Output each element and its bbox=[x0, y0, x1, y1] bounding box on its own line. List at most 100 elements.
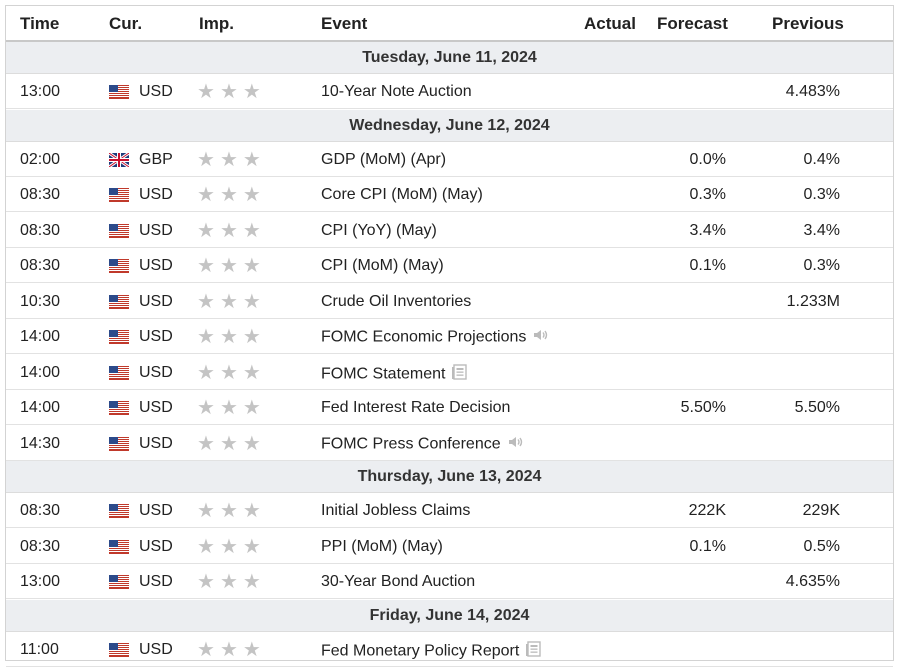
importance-stars: ★ ★ ★ bbox=[197, 81, 266, 103]
speaker-icon[interactable] bbox=[507, 435, 525, 454]
table-header: Time Cur. Imp. Event Actual Forecast Pre… bbox=[6, 6, 893, 42]
col-currency-header[interactable]: Cur. bbox=[109, 14, 143, 33]
star-icon: ★ bbox=[242, 148, 261, 171]
event-row[interactable]: 14:30 USD ★ ★ ★ FOMC Press Conference bbox=[6, 426, 893, 461]
day-header: Friday, June 14, 2024 bbox=[6, 599, 893, 632]
event-cell[interactable]: 30-Year Bond Auction bbox=[321, 573, 475, 591]
us-flag-icon bbox=[109, 642, 129, 657]
col-actual-header[interactable]: Actual bbox=[584, 14, 636, 33]
col-event-header[interactable]: Event bbox=[321, 14, 368, 33]
event-row[interactable]: 10:30 USD ★ ★ ★ Crude Oil Inventories 1.233M bbox=[6, 284, 893, 319]
event-cell[interactable]: Fed Interest Rate Decision bbox=[321, 399, 510, 417]
event-name[interactable]: CPI (MoM) (May) bbox=[321, 257, 444, 274]
time-cell: 08:30 bbox=[20, 537, 61, 555]
event-name[interactable]: FOMC Press Conference bbox=[321, 435, 501, 453]
star-icon: ★ bbox=[219, 219, 238, 242]
currency-cell: USD bbox=[139, 640, 173, 658]
currency-cell: USD bbox=[139, 363, 173, 381]
event-name[interactable]: CPI (YoY) (May) bbox=[321, 221, 437, 239]
event-row[interactable]: 08:30 USD ★ ★ ★ Core CPI (MoM) (May) 0.3% 0.3% bbox=[6, 177, 893, 212]
event-name[interactable]: 30-Year Bond Auction bbox=[321, 573, 476, 590]
event-cell[interactable]: Crude Oil Inventories bbox=[321, 293, 471, 311]
previous-cell: 4.483% bbox=[785, 83, 840, 100]
document-icon[interactable] bbox=[525, 640, 543, 662]
star-icon: ★ bbox=[242, 290, 261, 313]
event-cell[interactable]: FOMC Statement bbox=[321, 363, 469, 385]
event-name[interactable]: Initial Jobless Claims bbox=[321, 502, 471, 519]
star-icon: ★ bbox=[197, 571, 215, 593]
event-cell[interactable]: FOMC Press Conference bbox=[321, 435, 525, 454]
event-name[interactable]: FOMC Economic Projections bbox=[321, 328, 527, 346]
event-name[interactable]: Fed Interest Rate Decision bbox=[321, 399, 511, 416]
us-flag-icon bbox=[109, 401, 129, 415]
event-row[interactable]: 08:30 USD ★ ★ ★ PPI (MoM) (May) 0.1% 0.5% bbox=[6, 529, 893, 564]
event-row[interactable]: 14:00 USD ★ ★ ★ FOMC Statement bbox=[6, 355, 893, 390]
event-row[interactable]: 08:30 USD ★ ★ ★ CPI (MoM) (May) 0.1% 0.3% bbox=[6, 248, 893, 283]
forecast-cell: 0.1% bbox=[689, 257, 726, 274]
event-name[interactable]: PPI (MoM) (May) bbox=[321, 537, 443, 555]
event-cell[interactable]: Fed Monetary Policy Report bbox=[321, 640, 543, 662]
col-time-header[interactable]: Time bbox=[20, 14, 60, 33]
event-row[interactable]: 11:00 USD ★ ★ ★ Fed Monetary Policy Report bbox=[6, 632, 893, 667]
forecast-cell: 5.50% bbox=[680, 399, 726, 416]
time-cell: 13:00 bbox=[20, 573, 61, 590]
event-cell[interactable]: Initial Jobless Claims bbox=[321, 502, 470, 520]
event-name[interactable]: 10-Year Note Auction bbox=[321, 83, 472, 100]
event-row[interactable]: 08:30 USD ★ ★ ★ CPI (YoY) (May) 3.4% 3.4% bbox=[6, 213, 893, 248]
star-icon: ★ bbox=[219, 81, 238, 103]
star-icon: ★ bbox=[242, 432, 261, 455]
event-cell[interactable]: GDP (MoM) (Apr) bbox=[321, 151, 446, 169]
star-icon: ★ bbox=[197, 638, 215, 661]
event-cell[interactable]: CPI (YoY) (May) bbox=[321, 222, 437, 240]
time-cell: 10:30 bbox=[20, 292, 61, 310]
currency-cell: USD bbox=[139, 537, 173, 555]
event-name[interactable]: Core CPI (MoM) (May) bbox=[321, 186, 483, 203]
importance-stars: ★ ★ ★ bbox=[197, 397, 266, 419]
col-forecast-header[interactable]: Forecast bbox=[657, 14, 728, 33]
document-icon[interactable] bbox=[451, 363, 469, 385]
time-cell: 08:30 bbox=[20, 502, 61, 519]
star-icon: ★ bbox=[242, 81, 261, 103]
time-cell: 08:30 bbox=[20, 186, 61, 203]
star-icon: ★ bbox=[219, 571, 238, 593]
event-name[interactable]: Crude Oil Inventories bbox=[321, 292, 472, 310]
importance-stars: ★ ★ ★ bbox=[197, 638, 266, 661]
event-cell[interactable]: CPI (MoM) (May) bbox=[321, 257, 444, 275]
event-row[interactable]: 14:00 USD ★ ★ ★ Fed Interest Rate Decision 5.5… bbox=[6, 390, 893, 425]
col-previous-header[interactable]: Previous bbox=[772, 14, 844, 33]
event-row[interactable]: 08:30 USD ★ ★ ★ Initial Jobless Claims 222K 229… bbox=[6, 493, 893, 528]
previous-cell: 0.4% bbox=[803, 150, 840, 168]
currency-cell: USD bbox=[139, 292, 173, 310]
event-cell[interactable]: Core CPI (MoM) (May) bbox=[321, 186, 483, 204]
us-flag-icon bbox=[109, 575, 129, 589]
event-name[interactable]: GDP (MoM) (Apr) bbox=[321, 150, 447, 168]
star-icon: ★ bbox=[242, 638, 261, 661]
event-name[interactable]: FOMC Statement bbox=[321, 365, 446, 383]
star-icon: ★ bbox=[219, 397, 238, 419]
event-row[interactable]: 02:00 GBP ★ ★ ★ GDP (MoM) (Apr) 0.0% 0.4% bbox=[6, 142, 893, 177]
star-icon: ★ bbox=[197, 184, 215, 206]
event-row[interactable]: 14:00 USD ★ ★ ★ FOMC Economic Projections bbox=[6, 319, 893, 354]
event-cell[interactable]: FOMC Economic Projections bbox=[321, 328, 550, 347]
event-row[interactable]: 13:00 USD ★ ★ ★ 30-Year Bond Auction 4.635% bbox=[6, 564, 893, 599]
col-importance-header[interactable]: Imp. bbox=[199, 14, 234, 33]
importance-stars: ★ ★ ★ bbox=[197, 184, 266, 206]
us-flag-icon bbox=[109, 188, 129, 202]
us-flag-icon bbox=[109, 259, 129, 273]
importance-stars: ★ ★ ★ bbox=[197, 501, 266, 522]
speaker-icon[interactable] bbox=[532, 328, 550, 347]
time-cell: 14:00 bbox=[20, 328, 61, 345]
star-icon: ★ bbox=[197, 535, 215, 558]
event-name[interactable]: Fed Monetary Policy Report bbox=[321, 642, 520, 660]
forecast-cell: 0.1% bbox=[689, 537, 726, 555]
star-icon: ★ bbox=[197, 290, 215, 313]
star-icon: ★ bbox=[219, 535, 238, 558]
event-cell[interactable]: 10-Year Note Auction bbox=[321, 83, 472, 101]
star-icon: ★ bbox=[197, 219, 215, 242]
star-icon: ★ bbox=[219, 432, 238, 455]
importance-stars: ★ ★ ★ bbox=[197, 327, 266, 348]
importance-stars: ★ ★ ★ bbox=[197, 256, 266, 277]
event-row[interactable]: 13:00 USD ★ ★ ★ 10-Year Note Auction 4.483% bbox=[6, 74, 893, 109]
event-cell[interactable]: PPI (MoM) (May) bbox=[321, 538, 443, 556]
star-icon: ★ bbox=[219, 148, 238, 171]
